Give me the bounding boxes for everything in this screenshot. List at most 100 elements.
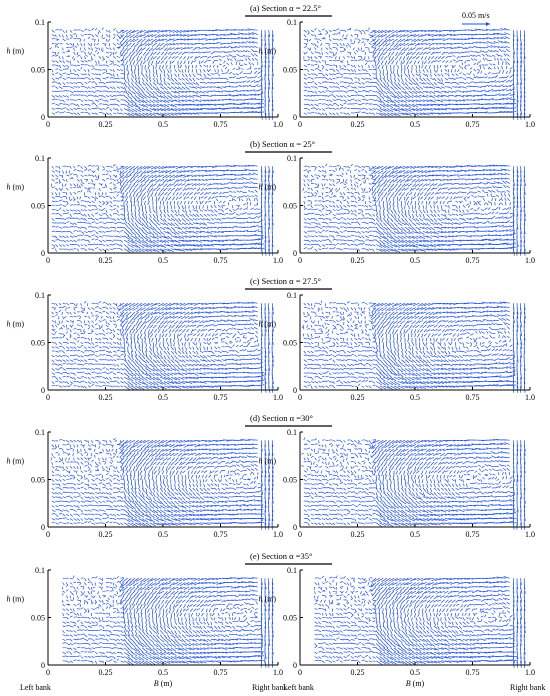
velocity-vector (170, 244, 178, 247)
velocity-vector (131, 95, 137, 100)
velocity-vector (451, 191, 456, 195)
velocity-vector (141, 196, 143, 202)
velocity-vector (459, 99, 466, 102)
velocity-vector (397, 95, 403, 99)
velocity-vector (397, 51, 402, 57)
velocity-vector (357, 248, 361, 252)
velocity-vector (354, 200, 358, 204)
velocity-vector (202, 178, 208, 182)
velocity-vector (395, 56, 398, 61)
velocity-vector (303, 231, 308, 234)
velocity-vector (368, 68, 372, 71)
velocity-vector (488, 98, 494, 101)
velocity-vector (174, 82, 180, 86)
velocity-vector (386, 213, 390, 219)
velocity-vector (181, 178, 186, 182)
velocity-vector (95, 68, 99, 71)
velocity-vector (302, 187, 305, 191)
velocity-vector (382, 38, 388, 44)
velocity-vector (187, 178, 193, 182)
velocity-vector (198, 174, 204, 177)
velocity-vector (102, 202, 105, 206)
velocity-vector (314, 73, 318, 77)
velocity-vector (131, 47, 136, 53)
velocity-vector (152, 183, 157, 187)
velocity-vector (307, 69, 310, 73)
velocity-vector (382, 213, 386, 219)
velocity-vector (477, 107, 485, 109)
velocity-vector (365, 77, 369, 80)
velocity-vector (113, 34, 116, 36)
velocity-vector (441, 231, 447, 234)
velocity-vector (498, 80, 504, 83)
velocity-vector (385, 38, 391, 43)
velocity-vector (149, 231, 155, 236)
velocity-vector (254, 234, 260, 237)
velocity-vector (374, 200, 377, 206)
velocity-vector (174, 248, 182, 251)
velocity-vector (506, 217, 510, 219)
velocity-vector (401, 187, 406, 191)
velocity-vector (51, 60, 55, 63)
velocity-vector (504, 201, 507, 206)
velocity-vector (123, 178, 128, 185)
velocity-vector (105, 99, 109, 103)
velocity-vector (253, 208, 258, 211)
velocity-vector (451, 103, 459, 106)
velocity-vector (339, 192, 343, 196)
velocity-vector (383, 90, 388, 95)
velocity-vector (177, 183, 183, 187)
velocity-vector (181, 90, 188, 93)
velocity-vector (138, 51, 143, 56)
velocity-vector (178, 51, 183, 55)
velocity-vector (243, 211, 247, 215)
velocity-vector (217, 231, 224, 233)
velocity-vector (372, 47, 376, 49)
velocity-vector (500, 36, 507, 40)
velocity-vector (97, 51, 100, 55)
velocity-vector (428, 38, 434, 41)
velocity-vector (77, 165, 80, 167)
velocity-vector (433, 90, 439, 93)
velocity-vector (469, 200, 471, 205)
velocity-vector (321, 60, 325, 62)
velocity-vector (69, 29, 73, 33)
velocity-vector (303, 247, 307, 250)
velocity-vector (509, 69, 512, 74)
velocity-vector (187, 69, 190, 73)
velocity-vector (268, 30, 271, 38)
velocity-vector (120, 47, 125, 53)
velocity-vector (55, 68, 59, 70)
velocity-vector (163, 231, 170, 234)
velocity-vector (336, 174, 340, 177)
velocity-vector (102, 165, 105, 169)
velocity-vector (343, 192, 346, 196)
velocity-vector (491, 80, 497, 83)
velocity-vector (430, 244, 437, 248)
velocity-vector (225, 102, 232, 105)
velocity-vector (433, 69, 437, 73)
velocity-vector (102, 168, 106, 171)
velocity-vector (448, 29, 456, 32)
velocity-vector (414, 174, 420, 178)
velocity-vector (336, 108, 340, 110)
velocity-vector (455, 205, 458, 209)
velocity-vector (314, 43, 316, 47)
velocity-vector (116, 213, 120, 216)
velocity-vector (139, 187, 143, 193)
velocity-vector (303, 235, 308, 238)
velocity-vector (152, 226, 157, 232)
velocity-vector (430, 90, 436, 95)
velocity-vector (91, 183, 95, 185)
velocity-vector (181, 99, 188, 103)
velocity-vector (354, 51, 357, 55)
velocity-vector (390, 187, 395, 192)
velocity-vector (357, 231, 361, 234)
velocity-vector (163, 205, 166, 210)
velocity-vector (150, 51, 154, 57)
velocity-vector (148, 178, 154, 184)
velocity-vector (401, 239, 408, 244)
velocity-vector (51, 69, 54, 73)
velocity-vector (113, 235, 118, 238)
velocity-vector (426, 226, 432, 231)
